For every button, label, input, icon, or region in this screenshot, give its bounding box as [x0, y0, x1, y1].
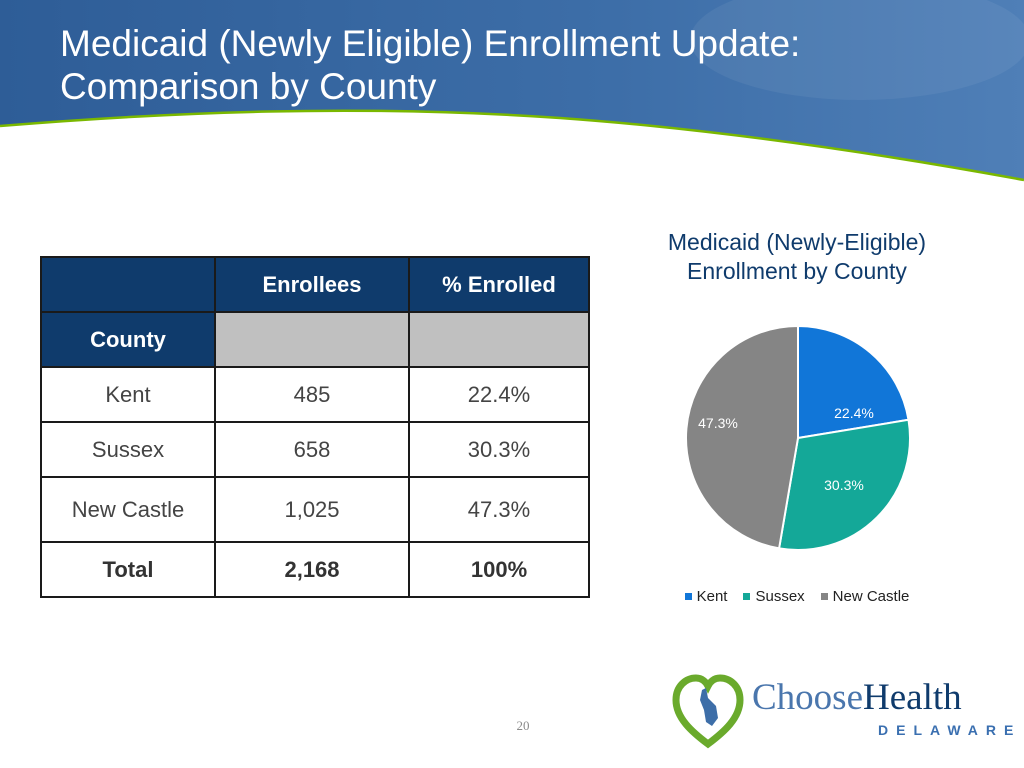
chart-title: Medicaid (Newly-Eligible) Enrollment by …: [610, 228, 984, 286]
legend-swatch: [684, 593, 692, 600]
county-cell: Kent: [40, 366, 216, 423]
percent-cell: 47.3%: [408, 476, 590, 543]
total-enrollees-cell: 2,168: [214, 541, 410, 598]
enrollment-table: Enrollees % Enrolled County Kent 485 22.…: [40, 256, 590, 598]
county-cell: New Castle: [40, 476, 216, 543]
table-total-row: Total 2,168 100%: [40, 541, 590, 598]
percent-cell: 30.3%: [408, 421, 590, 478]
slide-title-line-1: Medicaid (Newly Eligible) Enrollment Upd…: [60, 23, 801, 64]
total-label-cell: Total: [40, 541, 216, 598]
chart-title-line-2: Enrollment by County: [687, 258, 907, 284]
slide-title: Medicaid (Newly Eligible) Enrollment Upd…: [60, 22, 800, 108]
legend-item: Sussex: [743, 588, 805, 605]
table-row: Kent 485 22.4%: [40, 366, 590, 423]
legend-label: Sussex: [755, 588, 805, 605]
header-banner: [0, 0, 1024, 182]
table-row: Sussex 658 30.3%: [40, 421, 590, 478]
pie-slice-kent: [797, 324, 910, 440]
header-cell-blank: [40, 256, 216, 313]
enrollees-cell: 485: [214, 366, 410, 423]
chart-legend: Kent Sussex New Castle: [610, 588, 984, 605]
legend-item: New Castle: [820, 588, 910, 605]
total-percent-cell: 100%: [408, 541, 590, 598]
legend-swatch: [820, 593, 828, 600]
page-number: 20: [516, 718, 530, 733]
pie-chart: 22.4% 30.3% 47.3%: [685, 324, 911, 551]
enrollees-cell: 1,025: [214, 476, 410, 543]
header-cell-enrollees: Enrollees: [214, 256, 410, 313]
choose-health-delaware-logo: ChooseHealth DELAWARE: [672, 672, 1013, 752]
legend-item: Kent: [684, 588, 728, 605]
subheader-cell-county: County: [40, 311, 216, 368]
logo-wordmark: ChooseHealth: [752, 678, 962, 718]
slide-title-line-2: Comparison by County: [60, 66, 437, 107]
legend-label: New Castle: [832, 588, 910, 605]
header-cell-percent: % Enrolled: [408, 256, 590, 313]
pie-slice-new-castle: [685, 324, 799, 550]
logo-subtitle: DELAWARE: [878, 722, 1022, 738]
table-row: New Castle 1,025 47.3%: [40, 476, 590, 543]
legend-swatch: [743, 593, 751, 600]
pie-data-label: 47.3%: [698, 415, 738, 431]
table-subheader-row: County: [40, 311, 590, 368]
table-header-row: Enrollees % Enrolled: [40, 256, 590, 313]
heart-state-logo-icon: [672, 674, 744, 749]
logo-word-choose: Choose: [752, 677, 863, 718]
pie-data-label: 22.4%: [834, 405, 874, 421]
pie-data-label: 30.3%: [824, 477, 864, 493]
enrollees-cell: 658: [214, 421, 410, 478]
legend-label: Kent: [696, 588, 728, 605]
chart-title-line-1: Medicaid (Newly-Eligible): [667, 229, 927, 255]
subheader-cell-blank: [214, 311, 410, 368]
logo-word-health: Health: [863, 677, 962, 718]
county-cell: Sussex: [40, 421, 216, 478]
percent-cell: 22.4%: [408, 366, 590, 423]
pie-slice-sussex: [777, 418, 911, 551]
subheader-cell-blank: [408, 311, 590, 368]
